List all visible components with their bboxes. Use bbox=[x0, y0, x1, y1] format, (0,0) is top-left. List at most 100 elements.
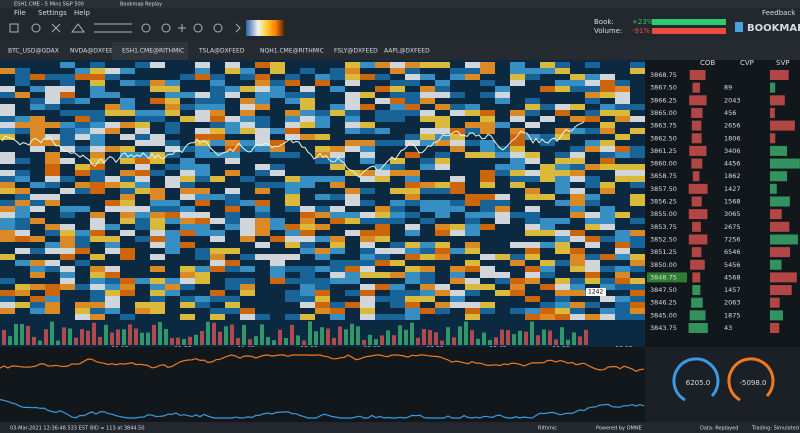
heat-cell bbox=[150, 170, 165, 176]
heat-cell bbox=[240, 230, 255, 236]
heat-cell bbox=[345, 194, 360, 200]
heat-cell bbox=[360, 170, 375, 176]
heat-cell bbox=[285, 278, 300, 284]
tab[interactable]: AAPL@DXFEED bbox=[384, 48, 430, 55]
tab[interactable]: NQH1.CME@RITHMIC bbox=[260, 48, 324, 55]
volume-bar bbox=[260, 324, 264, 345]
heat-cell bbox=[300, 248, 315, 254]
heat-cell bbox=[585, 194, 600, 200]
heat-cell bbox=[75, 188, 90, 194]
heat-cell bbox=[60, 236, 75, 242]
volume-bar bbox=[398, 325, 402, 345]
volume-bar bbox=[470, 330, 474, 345]
heat-cell bbox=[420, 140, 435, 146]
heat-cell bbox=[15, 200, 30, 206]
tab[interactable]: ESH1.CME@RITHMIC bbox=[122, 48, 184, 55]
heat-cell bbox=[405, 266, 420, 272]
heat-cell bbox=[300, 110, 315, 116]
heat-cell bbox=[390, 164, 405, 170]
heat-cell bbox=[405, 254, 420, 260]
heat-cell bbox=[255, 188, 270, 194]
heat-cell bbox=[15, 248, 30, 254]
heat-cell bbox=[150, 98, 165, 104]
heat-cell bbox=[585, 146, 600, 152]
heatmap-contrast[interactable] bbox=[246, 20, 286, 36]
heat-cell bbox=[90, 62, 105, 68]
heat-cell bbox=[405, 134, 420, 140]
heat-cell bbox=[105, 278, 120, 284]
volume-bar bbox=[512, 334, 516, 345]
heat-cell bbox=[420, 248, 435, 254]
heat-cell bbox=[15, 92, 30, 98]
heat-cell bbox=[420, 266, 435, 272]
heat-cell bbox=[0, 158, 15, 164]
heat-cell bbox=[255, 230, 270, 236]
volume-bar bbox=[548, 330, 552, 345]
heat-cell bbox=[375, 272, 390, 278]
heat-cell bbox=[75, 128, 90, 134]
heat-cell bbox=[150, 308, 165, 314]
heat-cell bbox=[585, 224, 600, 230]
heat-cell bbox=[45, 182, 60, 188]
heat-cell bbox=[315, 290, 330, 296]
heat-cell bbox=[510, 68, 525, 74]
cob-bar bbox=[689, 70, 706, 80]
heat-cell bbox=[360, 248, 375, 254]
tab[interactable]: BTC_USD@GDAX bbox=[8, 48, 59, 55]
heat-cell bbox=[555, 182, 570, 188]
heat-cell bbox=[330, 308, 345, 314]
volume-value: -91% bbox=[632, 27, 650, 35]
heat-cell bbox=[105, 302, 120, 308]
heat-cell bbox=[30, 182, 45, 188]
heat-cell bbox=[405, 194, 420, 200]
cob-bar bbox=[691, 107, 703, 118]
heat-cell bbox=[300, 86, 315, 92]
heat-cell bbox=[225, 122, 240, 128]
heat-cell bbox=[630, 308, 645, 314]
menu-settings[interactable]: Settings bbox=[38, 9, 67, 17]
cvp-label: 89 bbox=[724, 84, 732, 92]
heat-cell bbox=[225, 266, 240, 272]
heat-cell bbox=[165, 122, 180, 128]
heat-cell bbox=[540, 284, 555, 290]
heat-cell bbox=[150, 254, 165, 260]
heat-cell bbox=[540, 230, 555, 236]
heat-cell bbox=[240, 254, 255, 260]
feedback[interactable]: Feedback bbox=[762, 9, 796, 17]
heat-cell bbox=[330, 176, 345, 182]
heat-cell bbox=[15, 236, 30, 242]
tab[interactable]: FSLY@DXFEED bbox=[334, 48, 378, 55]
volume-bar bbox=[290, 324, 294, 345]
heat-cell bbox=[570, 248, 585, 254]
heat-cell bbox=[210, 308, 225, 314]
heat-cell bbox=[480, 272, 495, 278]
heat-cell bbox=[405, 224, 420, 230]
heat-cell bbox=[405, 314, 420, 320]
heat-cell bbox=[390, 206, 405, 212]
heat-cell bbox=[510, 140, 525, 146]
heat-cell bbox=[60, 158, 75, 164]
heat-cell bbox=[405, 302, 420, 308]
tab[interactable]: TSLA@DXFEED bbox=[198, 48, 245, 55]
volume-bar bbox=[98, 336, 102, 345]
menu-file[interactable]: File bbox=[14, 9, 26, 17]
cob-bar bbox=[689, 95, 707, 106]
heat-cell bbox=[390, 98, 405, 104]
heat-cell bbox=[135, 158, 150, 164]
heat-cell bbox=[285, 290, 300, 296]
toolbar-icons[interactable] bbox=[9, 23, 241, 33]
cob-bar bbox=[692, 221, 701, 232]
heat-cell bbox=[480, 146, 495, 152]
tab[interactable]: NVDA@DXFEED bbox=[70, 48, 118, 55]
menu-help[interactable]: Help bbox=[74, 9, 91, 17]
heat-cell bbox=[15, 170, 30, 176]
cvp-label: 6546 bbox=[724, 248, 741, 256]
heat-cell bbox=[300, 98, 315, 104]
heat-cell bbox=[300, 116, 315, 122]
svp-bar bbox=[770, 221, 790, 232]
heat-cell bbox=[195, 116, 210, 122]
heat-cell bbox=[195, 134, 210, 140]
volume-bar bbox=[182, 338, 186, 345]
heat-cell bbox=[195, 140, 210, 146]
